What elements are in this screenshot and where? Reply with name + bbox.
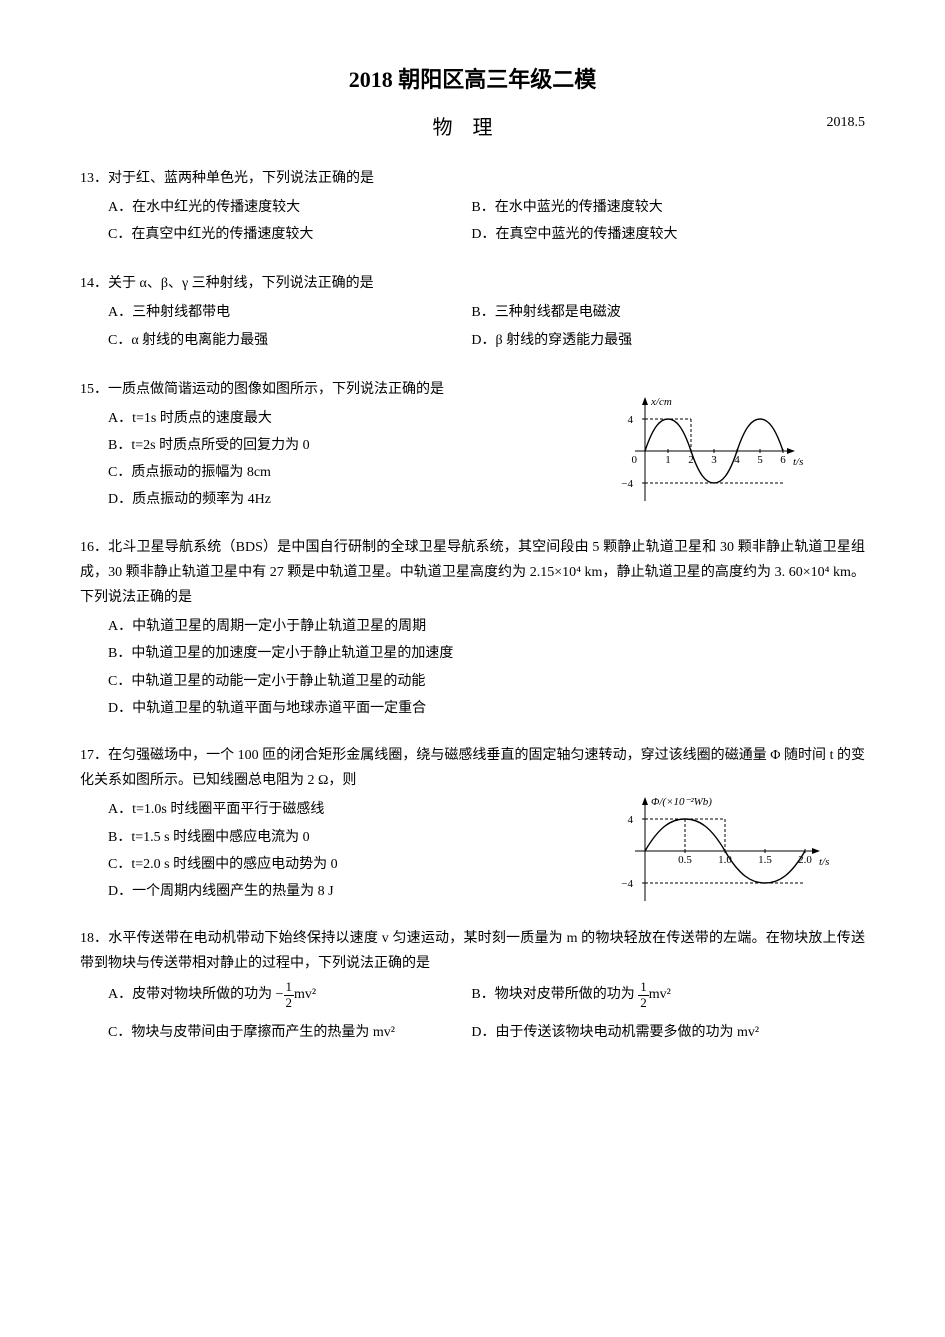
q15-opt-b: B．t=2s 时质点所受的回复力为 0	[108, 433, 579, 458]
q17-ylabel: Φ/(×10⁻²Wb)	[651, 796, 712, 808]
q18-b-post: mv²	[649, 987, 671, 1002]
q17-opt-b: B．t=1.5 s 时线圈中感应电流为 0	[108, 825, 579, 850]
q13-text: 对于红、蓝两种单色光，下列说法正确的是	[108, 171, 374, 186]
q14-stem: 14．关于 α、β、γ 三种射线，下列说法正确的是	[80, 271, 865, 296]
q18-opt-d: D．由于传送该物块电动机需要多做的功为 mv²	[471, 1020, 834, 1045]
q18-options-row1: A．皮带对物块所做的功为 −12mv² B．物块对皮带所做的功为 12mv²	[80, 980, 865, 1012]
q17-stem: 17．在匀强磁场中，一个 100 匝的闭合矩形金属线圈，绕与磁感线垂直的固定轴匀…	[80, 743, 865, 793]
question-14: 14．关于 α、β、γ 三种射线，下列说法正确的是 A．三种射线都带电 B．三种…	[80, 271, 865, 355]
question-15: 15．一质点做简谐运动的图像如图所示，下列说法正确的是 A．t=1s 时质点的速…	[80, 377, 865, 513]
q15-xticks: 1 2 3 4 5 6	[665, 449, 786, 466]
q15-opt-a: A．t=1s 时质点的速度最大	[108, 406, 579, 431]
svg-text:0.5: 0.5	[678, 854, 692, 866]
q16-options: A．中轨道卫星的周期一定小于静止轨道卫星的周期 B．中轨道卫星的加速度一定小于静…	[80, 614, 865, 721]
q17-xlabel: t/s	[819, 856, 829, 868]
q18-options-row2: C．物块与皮带间由于摩擦而产生的热量为 mv² D．由于传送该物块电动机需要多做…	[80, 1020, 865, 1047]
q18-a-pre: A．皮带对物块所做的功为 −	[108, 987, 284, 1002]
q16-stem: 16．北斗卫星导航系统（BDS）是中国自行研制的全球卫星导航系统，其空间段由 5…	[80, 535, 865, 611]
exam-date: 2018.5	[827, 110, 866, 135]
svg-text:2: 2	[688, 454, 694, 466]
q15-ylabel: x/cm	[650, 396, 672, 408]
q15-ytick-pos: 4	[628, 414, 634, 426]
q14-opt-b: B．三种射线都是电磁波	[471, 300, 834, 325]
q15-text: 一质点做简谐运动的图像如图所示，下列说法正确的是	[108, 382, 444, 397]
q16-opt-b: B．中轨道卫星的加速度一定小于静止轨道卫星的加速度	[108, 641, 865, 666]
question-18: 18．水平传送带在电动机带动下始终保持以速度 v 匀速运动，某时刻一质量为 m …	[80, 926, 865, 1047]
svg-text:1: 1	[665, 454, 671, 466]
q18-b-pre: B．物块对皮带所做的功为	[471, 987, 638, 1002]
question-17: 17．在匀强磁场中，一个 100 匝的闭合矩形金属线圈，绕与磁感线垂直的固定轴匀…	[80, 743, 865, 904]
q18-number: 18．	[80, 926, 108, 951]
q18-opt-c: C．物块与皮带间由于摩擦而产生的热量为 mv²	[108, 1020, 471, 1045]
q15-opt-d: D．质点振动的频率为 4Hz	[108, 487, 579, 512]
q14-opt-d: D．β 射线的穿透能力最强	[471, 328, 834, 353]
q17-xticks: 0.5 1.0 1.5 2.0	[678, 849, 812, 866]
q15-number: 15．	[80, 377, 108, 402]
q18-stem: 18．水平传送带在电动机带动下始终保持以速度 v 匀速运动，某时刻一质量为 m …	[80, 926, 865, 976]
q15-origin: 0	[632, 454, 638, 466]
q14-text: 关于 α、β、γ 三种射线，下列说法正确的是	[108, 276, 374, 291]
q15-figure: x/cm t/s 4 −4 0 1 2 3 4 5 6	[615, 391, 805, 520]
q13-opt-c: C．在真空中红光的传播速度较大	[108, 222, 471, 247]
q15-options: A．t=1s 时质点的速度最大 B．t=2s 时质点所受的回复力为 0 C．质点…	[80, 406, 579, 513]
q15-opt-c: C．质点振动的振幅为 8cm	[108, 460, 579, 485]
q17-ytick-neg: −4	[621, 878, 633, 890]
q16-number: 16．	[80, 535, 108, 560]
q16-text: 北斗卫星导航系统（BDS）是中国自行研制的全球卫星导航系统，其空间段由 5 颗静…	[80, 540, 865, 605]
q13-options: A．在水中红光的传播速度较大 B．在水中蓝光的传播速度较大 C．在真空中红光的传…	[80, 195, 865, 249]
q17-opt-d: D．一个周期内线圈产生的热量为 8 J	[108, 879, 579, 904]
svg-text:1.0: 1.0	[718, 854, 732, 866]
q14-opt-a: A．三种射线都带电	[108, 300, 471, 325]
page-title: 2018 朝阳区高三年级二模	[80, 60, 865, 100]
q13-opt-b: B．在水中蓝光的传播速度较大	[471, 195, 834, 220]
q13-stem: 13．对于红、蓝两种单色光，下列说法正确的是	[80, 166, 865, 191]
svg-text:2.0: 2.0	[798, 854, 812, 866]
q16-opt-c: C．中轨道卫星的动能一定小于静止轨道卫星的动能	[108, 669, 865, 694]
q13-opt-a: A．在水中红光的传播速度较大	[108, 195, 471, 220]
question-16: 16．北斗卫星导航系统（BDS）是中国自行研制的全球卫星导航系统，其空间段由 5…	[80, 535, 865, 721]
q18-text: 水平传送带在电动机带动下始终保持以速度 v 匀速运动，某时刻一质量为 m 的物块…	[80, 931, 865, 971]
q17-figure: Φ/(×10⁻²Wb) t/s 4 −4 0.5 1.0 1.5 2.0	[615, 791, 835, 920]
q14-options: A．三种射线都带电 B．三种射线都是电磁波 C．α 射线的电离能力最强 D．β …	[80, 300, 865, 354]
q17-text: 在匀强磁场中，一个 100 匝的闭合矩形金属线圈，绕与磁感线垂直的固定轴匀速转动…	[80, 748, 865, 788]
q18-a-post: mv²	[294, 987, 316, 1002]
q17-number: 17．	[80, 743, 108, 768]
q15-xlabel: t/s	[793, 456, 803, 468]
svg-text:5: 5	[757, 454, 763, 466]
q15-ytick-neg: −4	[621, 478, 633, 490]
q16-opt-d: D．中轨道卫星的轨道平面与地球赤道平面一定重合	[108, 696, 865, 721]
svg-text:1.5: 1.5	[758, 854, 772, 866]
subject-label: 物理	[433, 117, 513, 139]
q17-opt-a: A．t=1.0s 时线圈平面平行于磁感线	[108, 797, 579, 822]
q17-opt-c: C．t=2.0 s 时线圈中的感应电动势为 0	[108, 852, 579, 877]
q15-chart-svg: x/cm t/s 4 −4 0 1 2 3 4 5 6	[615, 391, 805, 511]
q17-options: A．t=1.0s 时线圈平面平行于磁感线 B．t=1.5 s 时线圈中感应电流为…	[80, 797, 579, 904]
q16-opt-a: A．中轨道卫星的周期一定小于静止轨道卫星的周期	[108, 614, 865, 639]
q13-opt-d: D．在真空中蓝光的传播速度较大	[471, 222, 834, 247]
q17-chart-svg: Φ/(×10⁻²Wb) t/s 4 −4 0.5 1.0 1.5 2.0	[615, 791, 835, 911]
subtitle-row: 物理 2018.5	[80, 110, 865, 146]
q18-opt-a: A．皮带对物块所做的功为 −12mv²	[108, 980, 471, 1010]
fraction-icon: 12	[638, 980, 649, 1010]
fraction-icon: 12	[284, 980, 295, 1010]
svg-text:6: 6	[780, 454, 786, 466]
q14-number: 14．	[80, 271, 108, 296]
q17-ytick-pos: 4	[628, 814, 634, 826]
question-13: 13．对于红、蓝两种单色光，下列说法正确的是 A．在水中红光的传播速度较大 B．…	[80, 166, 865, 250]
svg-text:4: 4	[734, 454, 740, 466]
q13-number: 13．	[80, 166, 108, 191]
svg-text:3: 3	[711, 454, 717, 466]
q14-opt-c: C．α 射线的电离能力最强	[108, 328, 471, 353]
q18-opt-b: B．物块对皮带所做的功为 12mv²	[471, 980, 834, 1010]
